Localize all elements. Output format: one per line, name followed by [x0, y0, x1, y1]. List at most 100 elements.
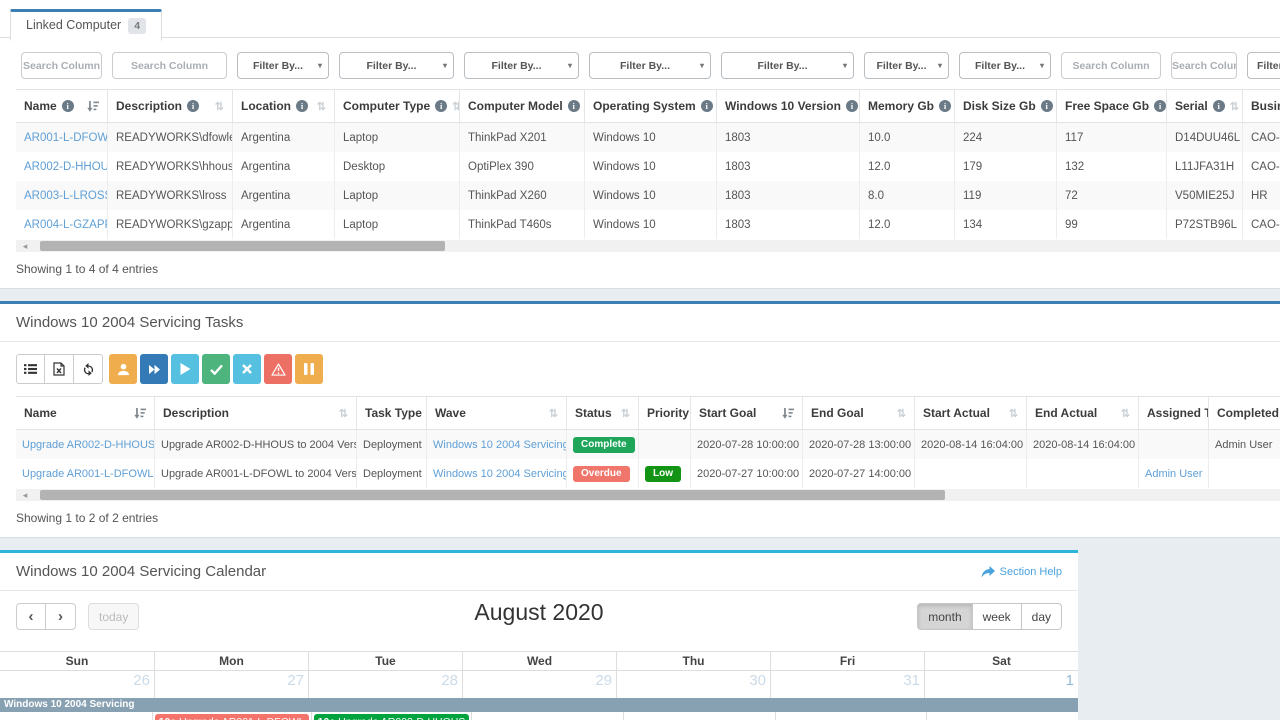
- horizontal-scrollbar[interactable]: ◂: [16, 489, 1280, 501]
- tab-linked-computer[interactable]: Linked Computer 4: [10, 9, 163, 41]
- assign-user-button[interactable]: [109, 354, 137, 384]
- today-button[interactable]: today: [88, 603, 140, 630]
- column-header-end-goal[interactable]: End Goal ⇅: [802, 397, 914, 429]
- column-header-wave[interactable]: Wave ⇅: [426, 397, 566, 429]
- link-name[interactable]: AR001-L-DFOWL: [24, 131, 107, 144]
- scroll-left-arrow-icon[interactable]: ◂: [22, 489, 28, 500]
- info-icon[interactable]: i: [1154, 100, 1166, 112]
- view-day-button[interactable]: day: [1021, 603, 1062, 630]
- day-cell[interactable]: 26: [0, 671, 154, 698]
- column-header-serial[interactable]: Serial i ⇅: [1166, 90, 1242, 122]
- info-icon[interactable]: i: [1212, 100, 1225, 112]
- horizontal-scrollbar[interactable]: ◂: [16, 240, 1280, 252]
- info-icon[interactable]: i: [187, 100, 200, 112]
- column-header-assigned-to[interactable]: Assigned To⇅: [1138, 397, 1208, 429]
- column-header-status[interactable]: Status ⇅: [566, 397, 638, 429]
- column-header-disk-size-gb[interactable]: Disk Size Gbi⇅: [954, 90, 1056, 122]
- day-cell[interactable]: 30: [616, 671, 770, 698]
- filter-search-serial[interactable]: [1171, 52, 1237, 79]
- column-header-end-actual[interactable]: End Actual ⇅: [1026, 397, 1138, 429]
- filter-dropdown-operating-system[interactable]: Filter By... ▾: [589, 52, 711, 79]
- info-icon[interactable]: i: [845, 100, 858, 112]
- alert-task-button[interactable]: [264, 354, 292, 384]
- event-day-cell[interactable]: [774, 712, 927, 720]
- filter-search-name[interactable]: [21, 52, 102, 79]
- event-day-cell[interactable]: 10aUpgrade AR001-L-DFOWL: [151, 712, 311, 720]
- cell-end-goal: 2020-07-27 14:00:00: [802, 459, 914, 488]
- link-name[interactable]: AR003-L-LROSS: [24, 189, 107, 202]
- event-day-cell[interactable]: 10aUpgrade AR002-D-HHOUS: [310, 712, 472, 720]
- day-cell[interactable]: 28: [308, 671, 462, 698]
- scrollbar-thumb[interactable]: [40, 241, 445, 251]
- column-header-description[interactable]: Description i ⇅: [107, 90, 232, 122]
- filter-search-free-space-gb[interactable]: [1061, 52, 1161, 79]
- refresh-button[interactable]: [74, 354, 103, 384]
- filter-dropdown-location[interactable]: Filter By... ▾: [237, 52, 329, 79]
- info-icon[interactable]: i: [1040, 100, 1053, 112]
- filter-dropdown-disk-size-gb[interactable]: Filter By... ▾: [959, 52, 1051, 79]
- view-week-button[interactable]: week: [972, 603, 1022, 630]
- link-name[interactable]: AR004-L-GZAPP: [24, 218, 107, 231]
- fast-forward-button[interactable]: [140, 354, 168, 384]
- scroll-left-arrow-icon[interactable]: ◂: [22, 240, 28, 251]
- complete-task-button[interactable]: [202, 354, 230, 384]
- filter-search-description[interactable]: [112, 52, 227, 79]
- info-icon[interactable]: i: [700, 100, 713, 112]
- calendar-event[interactable]: 10aUpgrade AR002-D-HHOUS: [313, 714, 470, 720]
- list-view-button[interactable]: [16, 354, 45, 384]
- scrollbar-thumb[interactable]: [40, 490, 945, 500]
- event-day-cell[interactable]: [0, 712, 152, 720]
- view-month-button[interactable]: month: [917, 603, 973, 630]
- column-header-name[interactable]: Name i: [16, 90, 107, 122]
- link-name[interactable]: Upgrade AR001-L-DFOWL: [22, 467, 154, 480]
- day-cell[interactable]: 31: [770, 671, 924, 698]
- column-header-completed-by[interactable]: Completed By⇅: [1208, 397, 1280, 429]
- pause-task-button[interactable]: [295, 354, 323, 384]
- link-name[interactable]: Upgrade AR002-D-HHOUS: [22, 438, 154, 451]
- section-help-link[interactable]: Section Help: [981, 565, 1062, 578]
- link-name[interactable]: AR002-D-HHOUS: [24, 160, 107, 173]
- info-icon[interactable]: i: [435, 100, 448, 112]
- column-header-priority[interactable]: Priority⇅: [638, 397, 690, 429]
- table-row: Upgrade AR002-D-HHOUS Upgrade AR002-D-HHO…: [16, 430, 1280, 459]
- column-header-free-space-gb[interactable]: Free Space Gbi⇅: [1056, 90, 1166, 122]
- event-day-cell[interactable]: [471, 712, 623, 720]
- prev-month-button[interactable]: ‹: [16, 603, 46, 630]
- info-icon[interactable]: i: [567, 100, 580, 112]
- cell-computer-model: ThinkPad X201: [459, 123, 584, 152]
- column-header-start-goal[interactable]: Start Goal: [690, 397, 802, 429]
- export-excel-button[interactable]: [45, 354, 74, 384]
- event-day-cell[interactable]: [623, 712, 775, 720]
- filter-dropdown-computer-type[interactable]: Filter By... ▾: [339, 52, 454, 79]
- column-header-start-actual[interactable]: Start Actual ⇅: [914, 397, 1026, 429]
- filter-dropdown-memory-gb[interactable]: Filter By... ▾: [864, 52, 949, 79]
- day-cell[interactable]: 1: [924, 671, 1078, 698]
- cancel-task-button[interactable]: [233, 354, 261, 384]
- link-wave[interactable]: Windows 10 2004 Servicing: [433, 438, 566, 451]
- calendar-event[interactable]: 10aUpgrade AR001-L-DFOWL: [154, 714, 309, 720]
- servicing-calendar-panel: Windows 10 2004 Servicing Calendar Secti…: [0, 550, 1078, 720]
- column-header-location[interactable]: Location i ⇅: [232, 90, 334, 122]
- next-month-button[interactable]: ›: [46, 603, 76, 630]
- column-header-computer-type[interactable]: Computer Type i ⇅: [334, 90, 459, 122]
- link-assigned-to[interactable]: Admin User: [1145, 467, 1203, 480]
- column-header-task-type[interactable]: Task Type⇅: [356, 397, 426, 429]
- start-task-button[interactable]: [171, 354, 199, 384]
- column-header-description[interactable]: Description ⇅: [154, 397, 356, 429]
- filter-dropdown-computer-model[interactable]: Filter By... ▾: [464, 52, 579, 79]
- column-header-memory-gb[interactable]: Memory Gbi⇅: [859, 90, 954, 122]
- filter-dropdown-windows-10-version[interactable]: Filter By... ▾: [721, 52, 854, 79]
- link-wave[interactable]: Windows 10 2004 Servicing: [433, 467, 566, 480]
- info-icon[interactable]: i: [61, 100, 74, 112]
- column-header-business[interactable]: Businessi⇅: [1242, 90, 1280, 122]
- day-cell[interactable]: 27: [154, 671, 308, 698]
- info-icon[interactable]: i: [939, 100, 952, 112]
- event-day-cell[interactable]: [926, 712, 1078, 720]
- column-header-name[interactable]: Name: [16, 397, 154, 429]
- day-cell[interactable]: 29: [462, 671, 616, 698]
- filter-dropdown-business[interactable]: Filter By...▾: [1247, 52, 1280, 79]
- info-icon[interactable]: i: [296, 100, 308, 112]
